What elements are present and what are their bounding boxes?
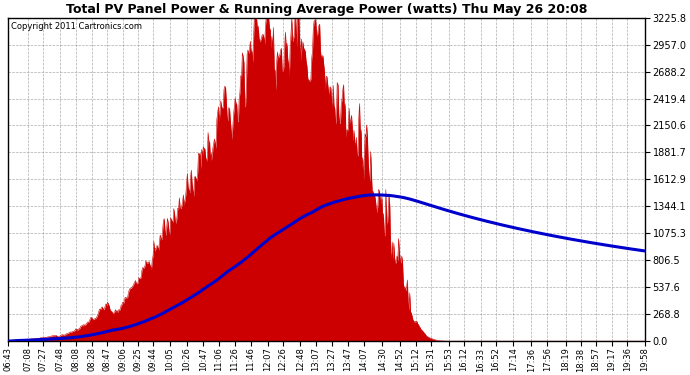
Text: Copyright 2011 Cartronics.com: Copyright 2011 Cartronics.com bbox=[11, 22, 142, 32]
Title: Total PV Panel Power & Running Average Power (watts) Thu May 26 20:08: Total PV Panel Power & Running Average P… bbox=[66, 3, 587, 16]
